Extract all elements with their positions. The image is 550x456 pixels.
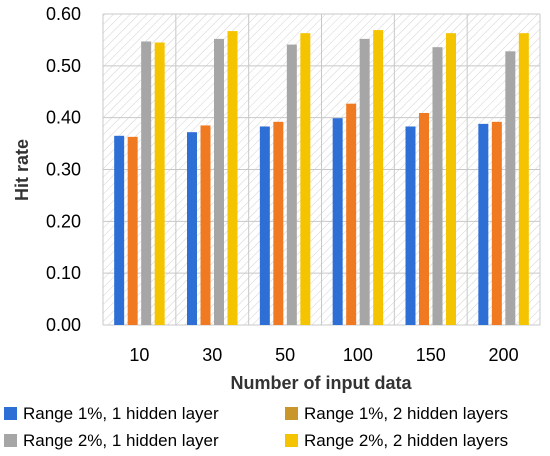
bar (405, 126, 416, 325)
y-axis-title: Hit rate (12, 139, 32, 201)
bar (419, 113, 429, 325)
bar (373, 30, 384, 326)
bar (359, 38, 370, 325)
legend-label: Range 1%, 2 hidden layers (304, 404, 508, 423)
x-tick-labels: 10 30 50 100 150 200 (129, 345, 518, 365)
bar (505, 51, 516, 325)
bar (286, 44, 297, 325)
bar (200, 125, 211, 325)
x-tick-label: 50 (275, 345, 295, 365)
gridlines (102, 13, 541, 326)
x-axis-title: Number of input data (231, 373, 413, 393)
bar (478, 123, 489, 326)
bar (141, 41, 152, 325)
bar (300, 33, 311, 325)
bar (259, 126, 270, 325)
y-tick-label: 0.60 (46, 4, 81, 24)
y-tick-labels: 0.00 0.10 0.20 0.30 0.40 0.50 0.60 (46, 4, 81, 335)
bar (154, 42, 165, 326)
bar (446, 33, 456, 325)
legend-label: Range 1%, 1 hidden layer (23, 404, 219, 423)
bars (114, 30, 529, 326)
bar (114, 135, 125, 325)
x-tick-label: 200 (489, 345, 519, 365)
y-tick-label: 0.10 (46, 263, 81, 283)
y-tick-label: 0.20 (46, 211, 81, 231)
legend-swatch (285, 407, 298, 420)
legend-label: Range 2%, 2 hidden layers (304, 431, 508, 450)
x-tick-label: 10 (129, 345, 149, 365)
bar (518, 33, 529, 325)
x-tick-label: 100 (343, 345, 373, 365)
bar (227, 31, 238, 325)
bar (491, 121, 502, 326)
legend: Range 1%, 1 hidden layer Range 1%, 2 hidd… (4, 404, 508, 450)
legend-swatch (4, 434, 17, 447)
y-tick-label: 0.30 (46, 160, 81, 180)
x-tick-label: 30 (202, 345, 222, 365)
bar (127, 136, 138, 325)
bar (332, 118, 343, 325)
bar (187, 132, 197, 325)
y-tick-label: 0.50 (46, 56, 81, 76)
bar (432, 47, 443, 325)
x-tick-label: 150 (416, 345, 446, 365)
legend-swatch (285, 434, 298, 447)
legend-swatch (4, 407, 17, 420)
y-tick-label: 0.40 (46, 108, 81, 128)
legend-label: Range 2%, 1 hidden layer (23, 431, 219, 450)
bar (273, 121, 284, 326)
bar (214, 38, 224, 325)
bar (346, 103, 357, 326)
y-tick-label: 0.00 (46, 315, 81, 335)
